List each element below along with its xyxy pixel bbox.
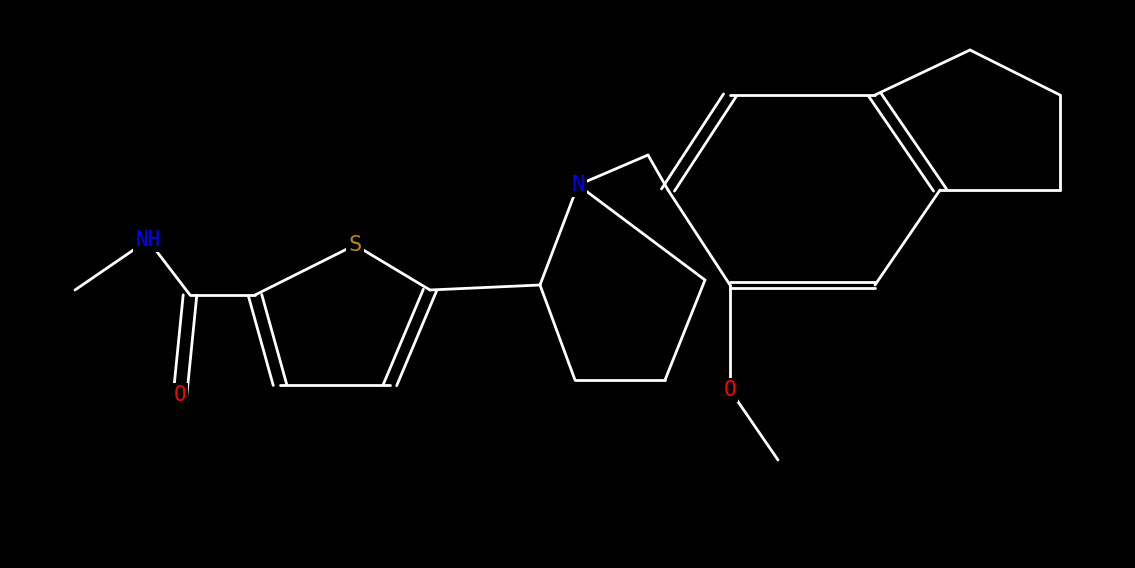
Text: N: N <box>571 175 585 195</box>
Text: NH: NH <box>135 230 161 250</box>
Text: S: S <box>348 235 362 255</box>
Text: O: O <box>174 385 186 405</box>
Text: O: O <box>724 380 737 400</box>
